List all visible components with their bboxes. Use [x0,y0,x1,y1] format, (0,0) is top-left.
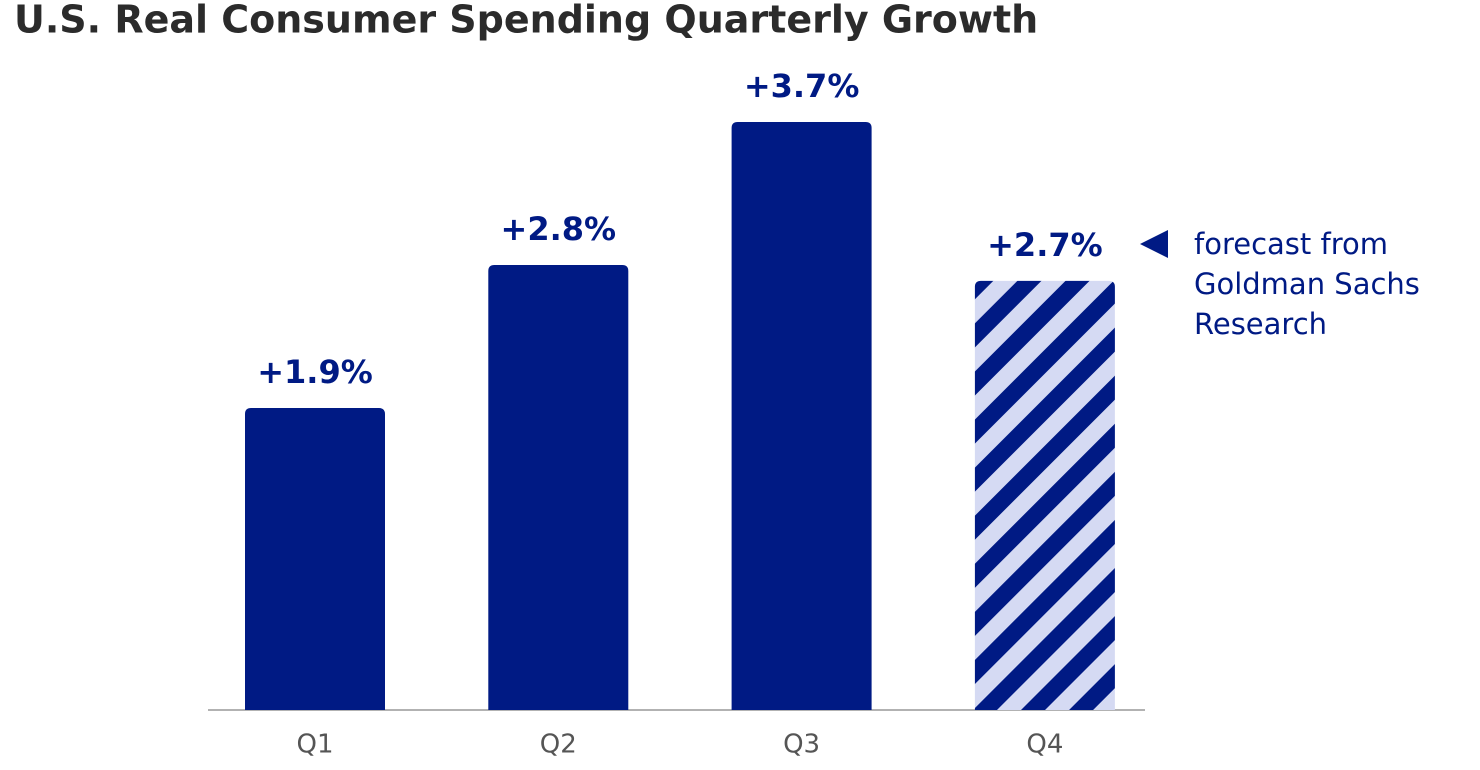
value-label: +2.7% [987,226,1103,264]
annotation: Research [1194,307,1327,341]
bar [245,408,385,710]
annotation-marker [1140,230,1168,258]
x-tick-label: Q3 [783,730,820,760]
value-label: +3.7% [744,67,860,105]
annotation: Goldman Sachs [1194,267,1420,301]
bar [488,265,629,710]
bar [731,122,872,710]
value-label: +2.8% [501,210,617,248]
bar [974,280,1115,710]
x-tick-label: Q1 [296,730,333,760]
x-tick-label: Q2 [540,730,577,760]
value-label: +1.9% [257,353,373,391]
annotation: forecast from [1194,227,1388,261]
chart-title: U.S. Real Consumer Spending Quarterly Gr… [14,0,1038,42]
x-tick-label: Q4 [1026,730,1063,760]
